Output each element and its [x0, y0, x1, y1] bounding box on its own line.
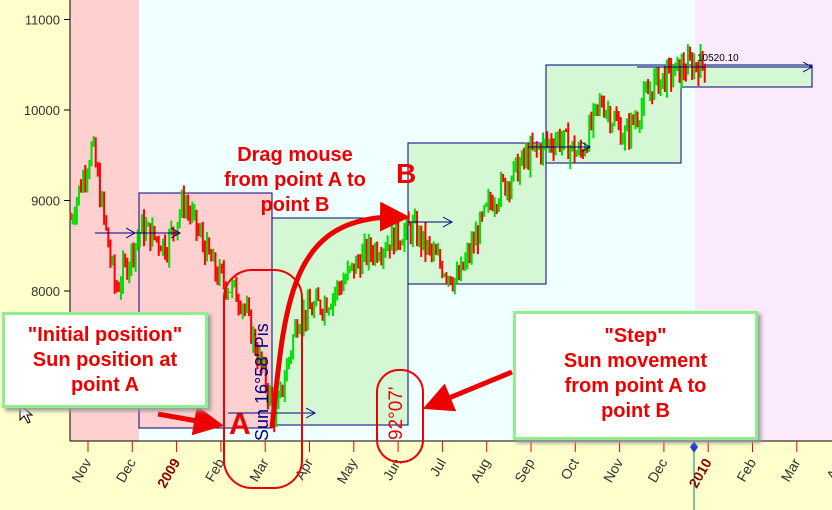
drag-line-1: Drag mouse	[237, 144, 353, 166]
capsule-a	[223, 269, 303, 489]
drag-line-2: from point A to	[224, 169, 366, 191]
callout-line: "Step"	[604, 325, 667, 347]
projection-arrow	[637, 61, 814, 73]
x-tick-label: Mar	[777, 455, 803, 484]
drag-instructions: Drag mouse from point A to point B	[200, 143, 390, 218]
x-tick-label: Nov	[68, 456, 94, 486]
projection-arrows	[95, 61, 814, 419]
callout-line: Sun position at	[32, 349, 178, 371]
y-tick-label: 10000	[24, 103, 60, 118]
x-axis: Nov Dec 2009 Feb Mar Apr May Jun Jul Aug Sep Oct Nov…	[68, 441, 832, 490]
y-tick-label: 9000	[31, 194, 60, 209]
projection-arrow	[408, 216, 454, 228]
x-tick-label: Aug	[467, 456, 493, 486]
callout-line: from point A to	[564, 375, 707, 397]
capsule-step	[376, 369, 424, 463]
drag-arrow	[269, 201, 410, 429]
x-tick-label: Jun	[380, 456, 405, 484]
x-tick-label: Sep	[511, 455, 537, 485]
last-price-label: 10520.10	[697, 53, 739, 64]
initial-position-callout: "Initial position" Sun position at point…	[2, 312, 208, 408]
x-tick-label: Feb	[733, 455, 759, 484]
callout-line: point B	[601, 400, 670, 422]
x-tick-label: May	[333, 456, 360, 487]
x-tick-label: Nov	[600, 456, 626, 486]
candles	[69, 43, 706, 433]
diamond-marker-icon[interactable]	[690, 441, 698, 453]
y-tick-label: 8000	[31, 284, 60, 299]
y-axis: 11000 10000 9000 8000	[24, 13, 70, 299]
projection-arrow	[135, 227, 182, 239]
callout-line: "Initial position"	[27, 324, 183, 346]
drag-line-3: point B	[260, 194, 330, 216]
x-tick-label: 2010	[685, 455, 715, 490]
projection-arrow	[528, 141, 592, 153]
x-tick-label: Jul	[426, 456, 449, 480]
cursor-icon	[19, 403, 34, 424]
x-tick-label: Apr	[823, 455, 832, 482]
box-green-2	[407, 142, 547, 285]
x-tick-label: Oct	[557, 455, 582, 482]
step-value-label: 92°07'	[386, 387, 407, 441]
date-marker[interactable]	[690, 441, 698, 510]
initial-arrow	[157, 405, 224, 436]
point-b-label: B	[396, 158, 416, 189]
x-tick-label: Mar	[246, 455, 272, 484]
x-tick-label: Dec	[644, 456, 670, 486]
callout-line: point A	[70, 374, 140, 396]
callout-line: Sun movement	[563, 350, 708, 372]
y-tick-label: 11000	[25, 13, 60, 28]
sun-position-label: Sun 16°58' Pis	[252, 323, 272, 441]
x-tick-label: Dec	[113, 456, 139, 486]
point-a-label: A	[229, 408, 251, 441]
step-callout: "Step" Sun movement from point A to poin…	[513, 311, 758, 440]
step-arrow	[422, 369, 513, 412]
x-tick-label: 2009	[154, 455, 184, 490]
